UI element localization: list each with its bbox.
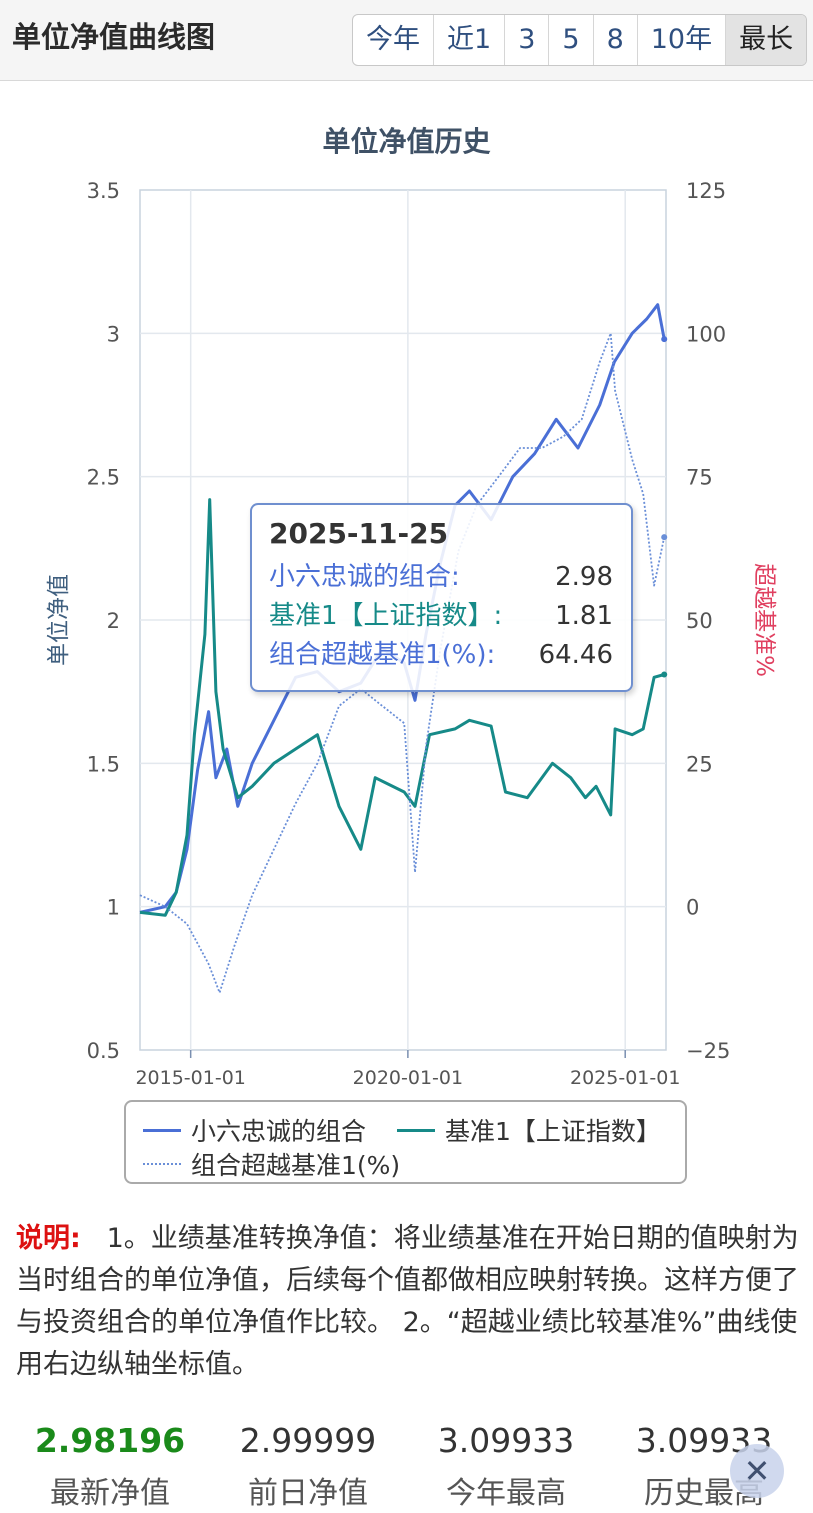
y-left-tick-label: 1	[107, 896, 120, 920]
nav-history-chart[interactable]: 3.5 125 3 100 2.5 75 2 50 1.5 25 1 0 0.5 −25 2015-01-0…	[0, 82, 813, 1192]
stat-previous-nav-value: 2.99999	[239, 1421, 377, 1460]
chart-note: 说明: 1。业绩基准转换净值：将业绩基准在开始日期的值映射为当时组合的单位净值，…	[16, 1218, 801, 1386]
stat-all-time-high: 3.09933 历史最高	[604, 1418, 804, 1512]
x-tick-label: 2020-01-01	[353, 1067, 463, 1089]
note-label: 说明:	[16, 1223, 81, 1254]
y-left-tick-label: 0.5	[87, 1039, 120, 1063]
legend-label-excess: 组合超越基准1(%)	[191, 1151, 401, 1180]
legend-swatch-portfolio	[143, 1128, 181, 1132]
tooltip-label-portfolio: 小六忠诚的组合:	[269, 562, 460, 592]
y-left-tick-label: 3.5	[87, 179, 120, 203]
legend-item-excess[interactable]: 组合超越基准1(%)	[143, 1146, 400, 1182]
legend-label-portfolio: 小六忠诚的组合	[191, 1117, 367, 1146]
stat-previous-nav-label: 前日净值	[248, 1476, 368, 1511]
chart-legend: 小六忠诚的组合 基准1【上证指数】 组合超越基准1(%)	[124, 1100, 687, 1184]
tooltip-value-portfolio: 2.98	[555, 562, 613, 592]
series-end-point-excess	[661, 534, 668, 541]
x-tick-label: 2025-01-01	[570, 1067, 680, 1089]
stat-year-high-value: 3.09933	[437, 1421, 575, 1460]
nav-stats: 2.98196 最新净值 2.99999 前日净值 3.09933 今年最高 3…	[0, 1418, 813, 1513]
x-tick-label: 2015-01-01	[135, 1067, 245, 1089]
tooltip-value-excess: 64.46	[538, 640, 613, 670]
tooltip-value-benchmark: 1.81	[555, 601, 613, 631]
tooltip-row-benchmark: 基准1【上证指数】: 1.81	[269, 597, 613, 636]
y-left-tick-label: 1.5	[87, 752, 120, 776]
y-right-axis-title: 超越基准%	[751, 563, 777, 677]
chart-tooltip: 2025-11-25 小六忠诚的组合: 2.98 基准1【上证指数】: 1.81…	[250, 503, 633, 692]
legend-swatch-benchmark	[397, 1128, 435, 1132]
legend-item-portfolio[interactable]: 小六忠诚的组合	[143, 1112, 366, 1148]
legend-label-benchmark: 基准1【上证指数】	[445, 1117, 661, 1146]
tooltip-date: 2025-11-25	[269, 517, 449, 550]
y-left-axis-title: 单位净值	[46, 574, 72, 666]
range-button-1y[interactable]: 近1	[434, 15, 506, 65]
range-button-5y[interactable]: 5	[549, 15, 594, 65]
range-button-max[interactable]: 最长	[726, 15, 807, 65]
y-left-tick-label: 2	[107, 609, 120, 633]
tooltip-label-benchmark: 基准1【上证指数】:	[269, 601, 503, 631]
range-button-ytd[interactable]: 今年	[353, 15, 434, 65]
y-right-tick-label: 125	[686, 179, 726, 203]
series-line-benchmark	[139, 498, 665, 917]
range-button-3y[interactable]: 3	[505, 15, 550, 65]
y-right-tick-label: −25	[686, 1039, 730, 1063]
tooltip-row-portfolio: 小六忠诚的组合: 2.98	[269, 558, 613, 597]
y-right-tick-label: 100	[686, 322, 726, 346]
stat-year-high-label: 今年最高	[446, 1476, 566, 1511]
series-end-point-portfolio	[661, 336, 668, 343]
note-text: 1。业绩基准转换净值：将业绩基准在开始日期的值映射为当时组合的单位净值，后续每个…	[16, 1223, 799, 1380]
close-icon[interactable]: ✕	[730, 1444, 784, 1498]
chart-area[interactable]: 单位净值历史 3.5 125 3 100 2.5 75 2 50 1.5 25 1 0 0.5 −25 20…	[0, 82, 813, 1192]
y-left-tick-label: 3	[107, 322, 120, 346]
legend-swatch-excess	[143, 1163, 181, 1165]
chart-title: 单位净值历史	[322, 125, 491, 158]
y-right-tick-label: 0	[686, 896, 699, 920]
y-right-tick-label: 25	[686, 752, 713, 776]
y-left-tick-label: 2.5	[87, 466, 120, 490]
y-right-tick-label: 50	[686, 609, 713, 633]
stat-latest-nav: 2.98196 最新净值	[10, 1418, 210, 1512]
stat-latest-nav-label: 最新净值	[50, 1476, 170, 1511]
stat-latest-nav-value: 2.98196	[34, 1421, 186, 1460]
range-button-10y[interactable]: 10年	[638, 15, 727, 65]
range-selector: 今年 近1 3 5 8 10年 最长	[352, 14, 808, 66]
series-end-point-benchmark	[661, 671, 668, 678]
legend-item-benchmark[interactable]: 基准1【上证指数】	[397, 1112, 661, 1148]
tooltip-row-excess: 组合超越基准1(%): 64.46	[269, 636, 613, 675]
tooltip-label-excess: 组合超越基准1(%):	[269, 640, 496, 670]
stat-previous-nav: 2.99999 前日净值	[208, 1418, 408, 1512]
chart-header: 单位净值曲线图 今年 近1 3 5 8 10年 最长	[0, 0, 813, 81]
y-right-tick-label: 75	[686, 466, 713, 490]
stat-year-high: 3.09933 今年最高	[406, 1418, 606, 1512]
page-title: 单位净值曲线图	[12, 20, 216, 54]
range-button-8y[interactable]: 8	[594, 15, 638, 65]
